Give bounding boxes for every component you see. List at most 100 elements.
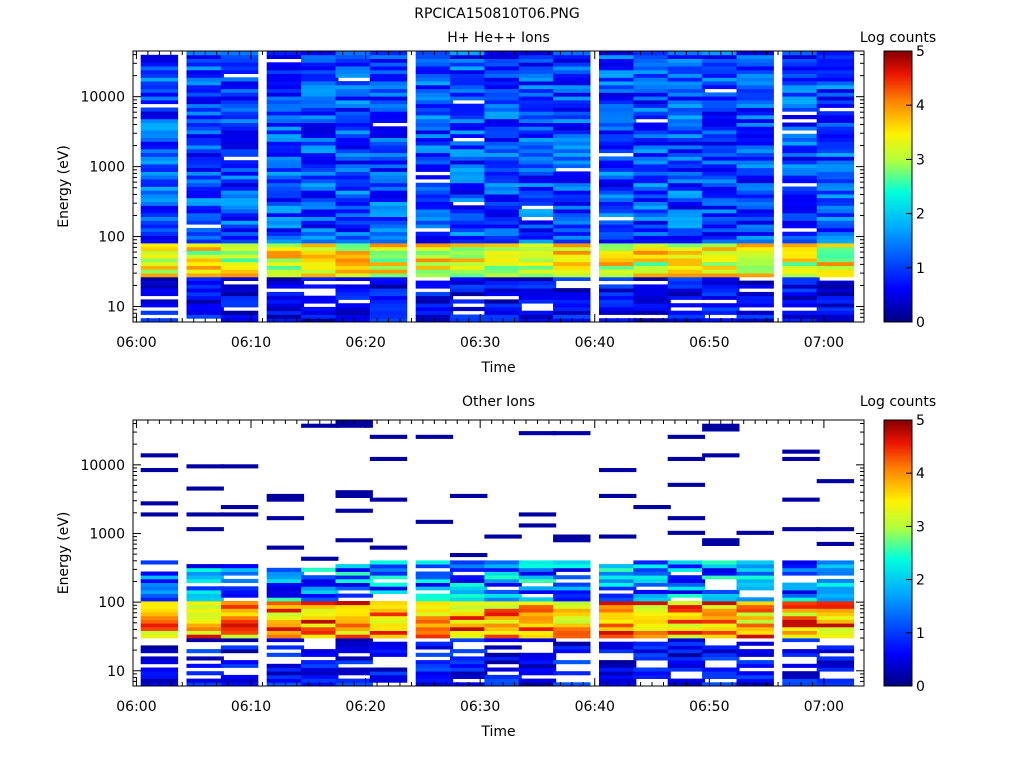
heatmap-cell — [335, 254, 373, 259]
heatmap-cell — [369, 261, 408, 266]
heatmap-cell — [186, 589, 224, 594]
colorbar-band — [884, 603, 912, 607]
colorbar-band — [884, 312, 912, 316]
heatmap-cell — [736, 582, 774, 587]
heatmap-cell — [415, 145, 454, 150]
heatmap-cell — [736, 179, 774, 184]
heatmap-cell — [702, 601, 740, 606]
heatmap-cell — [140, 254, 179, 259]
heatmap-cell — [186, 258, 224, 263]
heatmap-cell — [736, 608, 774, 613]
heatmap-cell — [415, 641, 454, 646]
colorbar-band — [884, 486, 912, 490]
heatmap-cell — [369, 641, 408, 646]
heatmap-cell — [816, 291, 855, 297]
heatmap-cell — [553, 84, 591, 90]
heatmap-cell — [266, 126, 305, 131]
heatmap-cell — [599, 645, 637, 650]
colorbar-band — [884, 575, 912, 578]
heatmap-cell — [816, 84, 855, 90]
colorbar-band — [884, 238, 912, 242]
heatmap-cell — [599, 69, 637, 74]
colorbar-band — [884, 457, 912, 461]
heatmap-cell — [450, 284, 488, 289]
heatmap-cell — [140, 160, 179, 165]
heatmap-cell — [450, 656, 488, 661]
heatmap-cell — [186, 156, 224, 161]
heatmap-cell — [816, 645, 855, 650]
colorbar-band — [884, 89, 912, 93]
heatmap-cell — [301, 235, 339, 240]
heatmap-cell — [140, 601, 179, 606]
heatmap-cell — [702, 258, 740, 263]
heatmap-cell — [140, 130, 179, 135]
heatmap-cell — [140, 96, 179, 101]
heatmap-cell — [633, 111, 671, 116]
heatmap-cell — [335, 227, 373, 233]
heatmap-cell — [518, 231, 557, 236]
heatmap-cell — [220, 81, 259, 86]
heatmap-cell — [186, 280, 224, 285]
heatmap-cell — [736, 626, 774, 631]
heatmap-cell — [415, 235, 454, 240]
heatmap-cell — [599, 212, 637, 217]
panel-2: 06:00 06:10 06:20 06:30 06:40 06:50 07:0010100… — [56, 394, 936, 740]
heatmap-cell — [140, 115, 179, 120]
heatmap-cell — [782, 243, 820, 248]
heatmap-cell — [553, 96, 591, 101]
heatmap-cell — [553, 156, 591, 161]
heatmap-cell — [667, 291, 706, 297]
heatmap-cell — [140, 122, 179, 127]
heatmap-cell — [186, 54, 224, 59]
heatmap-cell — [782, 209, 820, 214]
heatmap-cell — [450, 299, 488, 304]
colorbar-band — [884, 267, 912, 271]
heatmap-cell — [553, 111, 591, 116]
heatmap-cell — [335, 645, 373, 650]
colorbar-band — [884, 654, 912, 658]
heatmap-cell — [553, 182, 591, 187]
heatmap-cell — [140, 291, 179, 297]
heatmap-cell — [816, 630, 855, 635]
colorbar-band — [884, 464, 912, 468]
colorbar-band — [884, 448, 912, 452]
heatmap-cell — [335, 608, 373, 613]
heatmap-cell — [667, 216, 706, 221]
colorbar-band — [884, 615, 912, 618]
heatmap-cell — [335, 160, 373, 165]
heatmap-cell — [553, 103, 591, 108]
heatmap-cell — [266, 130, 305, 135]
colorbar-tick-label: 4 — [916, 466, 925, 482]
colorbar-band — [884, 674, 912, 678]
heatmap-cell — [702, 671, 740, 676]
heatmap-cell — [816, 103, 855, 108]
colorbar-band — [884, 123, 912, 127]
heatmap-cell — [667, 634, 706, 639]
heatmap-cell — [599, 171, 637, 176]
heatmap-cell — [484, 205, 522, 210]
heatmap-cell — [633, 246, 671, 251]
heatmap-cell — [484, 254, 522, 259]
heatmap-cell — [702, 81, 740, 86]
heatmap-cell — [736, 261, 774, 266]
heatmap-cell — [335, 81, 373, 86]
heatmap-cell — [518, 586, 557, 591]
heatmap-cell — [782, 497, 820, 502]
heatmap-cell — [599, 674, 637, 679]
heatmap-cell — [599, 630, 637, 635]
heatmap-cell — [301, 107, 339, 112]
colorbar-label: Log counts — [860, 394, 936, 410]
colorbar-band — [884, 102, 912, 106]
colorbar-band — [884, 628, 912, 632]
heatmap-cell — [266, 205, 305, 210]
y-tick-label: 1000 — [89, 160, 125, 176]
heatmap-cell — [702, 261, 740, 266]
heatmap-cell — [667, 107, 706, 112]
heatmap-cell — [816, 227, 855, 233]
heatmap-cell — [816, 133, 855, 138]
heatmap-cell — [369, 589, 408, 594]
heatmap-cell — [220, 678, 259, 683]
heatmap-cell — [266, 84, 305, 90]
heatmap-cell — [369, 209, 408, 214]
